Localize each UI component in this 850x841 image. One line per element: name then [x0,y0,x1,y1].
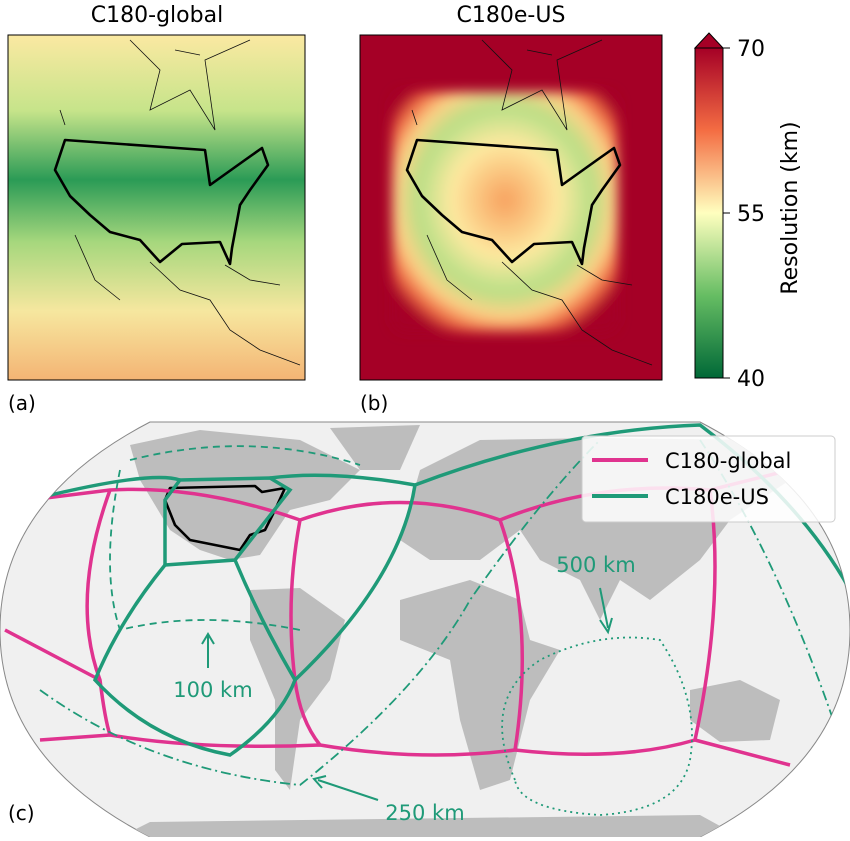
panel-label: (c) [8,801,35,825]
map-a [8,35,305,380]
annotation: 500 km [556,553,635,577]
panel-title: C180-global [91,3,223,28]
colorbar-tick-label: 70 [737,37,765,62]
colorbar-tick-label: 40 [737,367,765,392]
panel-title: C180e-US [457,3,566,28]
legend-label: C180e-US [665,485,769,509]
map-frame [7,34,306,381]
colorbar: 40 55 70 [693,32,765,392]
annotation: 250 km [385,801,464,825]
colorbar-tick-label: 55 [737,202,765,227]
legend [581,435,836,523]
legend-entries: C180-global C180e-US [592,449,791,509]
panel-label: (a) [8,391,36,415]
map-frame [359,34,663,381]
annotations: 100 km 250 km 500 km [173,553,635,825]
panel-label: (b) [360,391,388,415]
colorbar-label: Resolution (km) [778,121,803,294]
annotation: 100 km [173,678,252,702]
map-b [360,35,662,380]
legend-label: C180-global [665,449,791,473]
